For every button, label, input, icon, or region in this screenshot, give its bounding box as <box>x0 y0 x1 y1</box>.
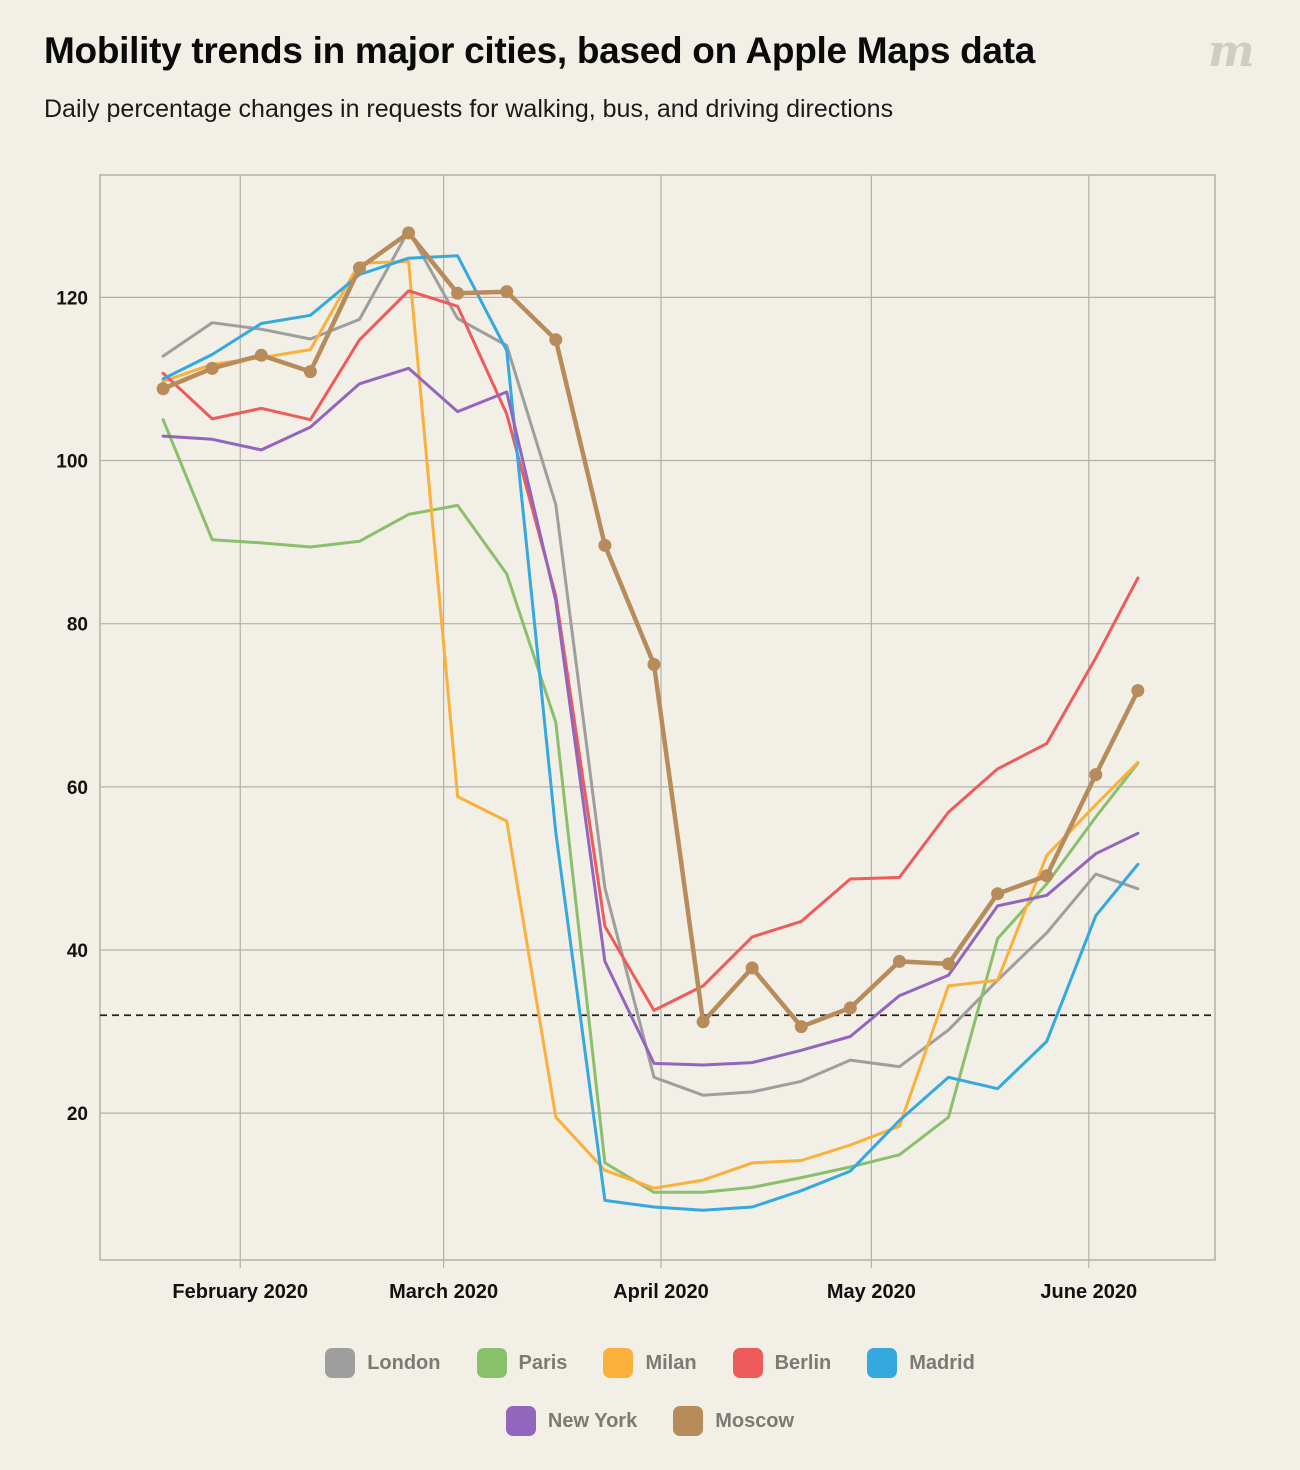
legend-label: Berlin <box>774 1351 832 1374</box>
series-line-new-york <box>161 366 1140 1067</box>
data-point-moscow <box>303 365 317 379</box>
series-line-paris <box>161 418 1140 1194</box>
data-point-moscow <box>794 1020 808 1034</box>
data-point-moscow <box>205 361 219 375</box>
y-tick-label: 100 <box>56 452 88 473</box>
y-tick-label: 20 <box>67 1104 88 1125</box>
data-point-moscow <box>991 887 1005 901</box>
legend-item-new-york[interactable]: New York <box>505 1406 638 1436</box>
publisher-logo-icon: m <box>1208 26 1255 77</box>
x-tick-label: February 2020 <box>172 1281 308 1303</box>
data-point-moscow <box>451 286 465 300</box>
y-tick-label: 120 <box>56 288 88 309</box>
data-point-moscow <box>942 957 956 971</box>
data-point-moscow <box>745 961 759 975</box>
legend-label: New York <box>547 1409 638 1432</box>
legend-swatch <box>325 1348 356 1378</box>
legend-swatch <box>732 1348 763 1378</box>
legend-item-london[interactable]: London <box>325 1348 441 1378</box>
legend-label: London <box>367 1351 441 1374</box>
legend-swatch <box>476 1348 507 1378</box>
series-line-milan <box>161 260 1140 1190</box>
y-axis-ticks: 20 40 60 80 100 120 <box>56 288 88 1125</box>
data-point-moscow <box>352 261 366 275</box>
legend-swatch <box>673 1406 704 1436</box>
data-point-moscow <box>892 954 906 968</box>
x-tick-label: May 2020 <box>827 1281 916 1303</box>
x-tick-label: March 2020 <box>389 1281 498 1303</box>
data-point-moscow <box>647 657 661 671</box>
series-berlin <box>161 289 1140 1012</box>
chart-title: Mobility trends in major cities, based o… <box>44 30 1035 71</box>
legend-item-madrid[interactable]: Madrid <box>867 1348 975 1378</box>
series-lines <box>156 226 1145 1212</box>
legend-swatch <box>505 1406 536 1436</box>
series-moscow <box>156 226 1145 1034</box>
series-line-moscow <box>160 230 1141 1029</box>
data-point-moscow <box>500 285 514 299</box>
legend-row-2: New York Moscow <box>0 1406 1300 1436</box>
legend-label: Milan <box>645 1351 697 1374</box>
data-point-moscow <box>254 348 268 362</box>
x-axis-ticks: February 2020 March 2020 April 2020 May 202… <box>172 1281 1137 1303</box>
legend-item-milan[interactable]: Milan <box>603 1348 697 1378</box>
data-point-moscow <box>402 226 416 240</box>
legend-label: Madrid <box>909 1351 975 1374</box>
data-point-moscow <box>549 333 563 347</box>
series-paris <box>161 418 1140 1194</box>
x-tick-label: April 2020 <box>613 1281 709 1303</box>
legend-row-1: London Paris Milan Berlin Madrid <box>0 1348 1300 1378</box>
y-tick-label: 60 <box>67 778 88 799</box>
data-point-moscow <box>696 1015 710 1029</box>
legend-item-berlin[interactable]: Berlin <box>732 1348 832 1378</box>
data-point-moscow <box>1040 869 1054 883</box>
line-chart: 20 40 60 80 100 120 February 2020 March 2020 Ap… <box>56 174 1216 1303</box>
series-milan <box>161 260 1140 1190</box>
legend-item-moscow[interactable]: Moscow <box>673 1406 794 1436</box>
legend-item-paris[interactable]: Paris <box>476 1348 568 1378</box>
legend-swatch <box>867 1348 898 1378</box>
data-point-moscow <box>843 1001 857 1015</box>
data-point-moscow <box>598 538 612 552</box>
x-tick-label: June 2020 <box>1040 1281 1137 1303</box>
series-new-york <box>161 366 1140 1067</box>
data-point-moscow <box>1131 684 1145 698</box>
series-line-berlin <box>161 289 1140 1012</box>
y-tick-label: 40 <box>67 941 88 962</box>
horizontal-gridlines <box>100 296 1215 1114</box>
chart-subtitle: Daily percentage changes in requests for… <box>44 95 894 123</box>
legend-label: Moscow <box>715 1409 795 1432</box>
plot-frame <box>99 174 1216 1261</box>
legend-label: Paris <box>518 1351 568 1374</box>
vertical-gridlines <box>239 175 1090 1268</box>
data-point-moscow <box>156 382 170 396</box>
series-madrid <box>161 254 1140 1212</box>
legend-swatch <box>603 1348 634 1378</box>
data-point-moscow <box>1089 768 1103 782</box>
y-tick-label: 80 <box>67 615 88 636</box>
series-line-madrid <box>161 254 1140 1212</box>
